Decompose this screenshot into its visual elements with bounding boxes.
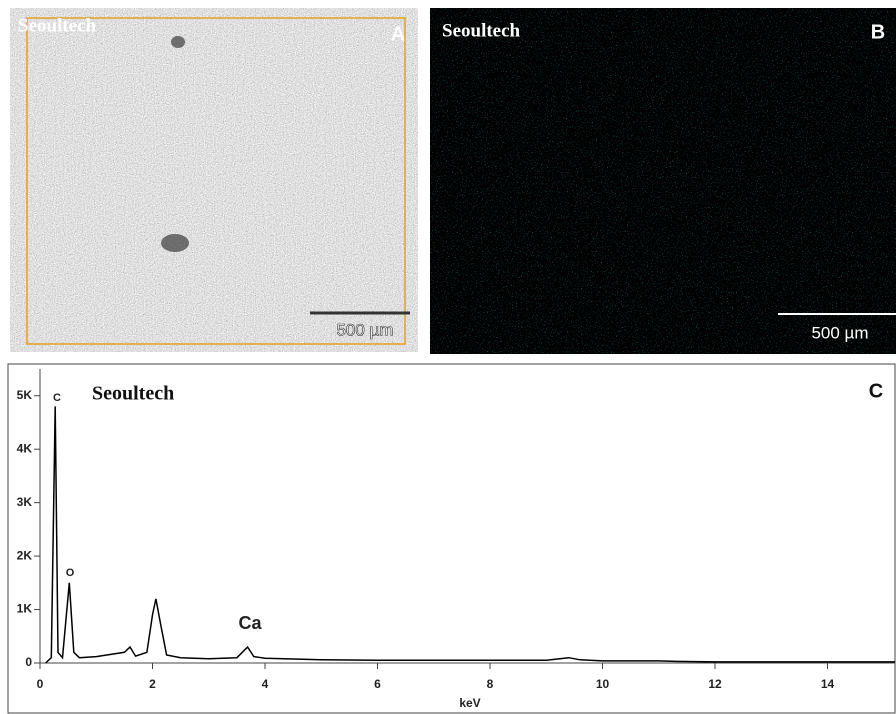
x-axis-label: keV — [459, 696, 480, 710]
peak-annotation: C — [53, 392, 61, 404]
sem-texture — [10, 8, 418, 352]
panel-b: Seoultech B 500 µm — [430, 8, 896, 354]
spectrum-line — [45, 406, 895, 664]
x-tick-label: 2 — [149, 677, 156, 691]
selection-box — [26, 17, 406, 345]
eds-dots — [430, 8, 896, 354]
particle — [171, 36, 185, 48]
panel-label: B — [871, 21, 885, 43]
chart-title: Seoultech — [92, 383, 174, 405]
y-tick-label: 5K — [17, 388, 33, 402]
x-tick-label: 10 — [596, 677, 610, 691]
x-tick-label: 4 — [262, 677, 269, 691]
watermark: Seoultech — [442, 20, 521, 41]
x-tick-label: 12 — [708, 677, 722, 691]
y-tick-label: 3K — [17, 495, 33, 509]
panel-c: Seoultech C keV 0 1K 2K 3K 4K 5K 0 2 4 6 8 10 12 14 C O… — [7, 363, 896, 714]
y-tick-label: 4K — [17, 441, 33, 455]
x-tick-label: 8 — [487, 677, 494, 691]
peak-annotation: O — [66, 567, 75, 579]
watermark: Seoultech — [18, 15, 97, 36]
y-tick-label: 0 — [25, 655, 32, 669]
y-tick-label: 2K — [17, 548, 33, 562]
x-tick-label: 0 — [37, 677, 44, 691]
x-tick-label: 14 — [821, 677, 835, 691]
scale-label: 500 µm — [336, 320, 393, 339]
chart-frame — [7, 363, 896, 714]
x-tick-label: 6 — [374, 677, 381, 691]
scale-label: 500 µm — [811, 323, 868, 342]
panel-a: Seoultech A 500 µm — [10, 8, 418, 352]
y-tick-label: 1K — [17, 602, 33, 616]
peak-annotation: Ca — [238, 613, 262, 633]
particle — [161, 234, 189, 252]
panel-label: C — [869, 380, 883, 402]
panel-label: A — [391, 23, 405, 45]
